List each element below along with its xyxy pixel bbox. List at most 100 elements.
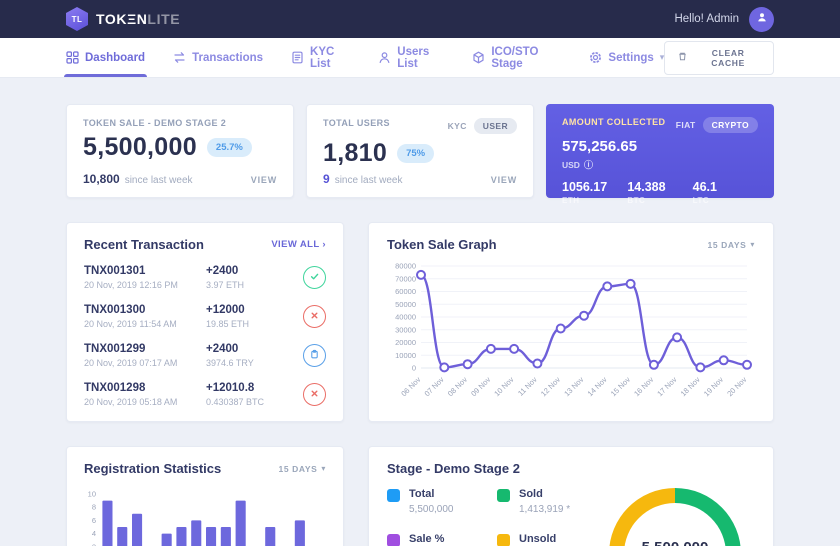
kyc-doc-icon — [291, 51, 304, 64]
transaction-datetime: 20 Nov, 2019 05:18 AM — [84, 397, 178, 407]
crypto-eth: 1056.17 ETH — [562, 180, 608, 205]
transaction-converted: 19.85 ETH — [206, 319, 250, 329]
transaction-status-pending — [303, 344, 326, 367]
nav-item-kyc-list[interactable]: KYC List — [291, 38, 350, 77]
clear-cache-button[interactable]: CLEAR CACHE — [664, 40, 774, 75]
row-transactions-graph: Recent Transaction VIEW ALL › TNX001301 2… — [66, 222, 774, 422]
transaction-amount: +12010.8 — [206, 382, 255, 394]
chevron-down-icon: ▾ — [659, 52, 665, 62]
legend-swatch-sold — [497, 489, 510, 502]
toggle-fiat[interactable]: FIAT — [675, 120, 696, 130]
stage-summary-title: Stage - Demo Stage 2 — [387, 461, 520, 476]
svg-text:30000: 30000 — [395, 325, 416, 334]
transaction-row[interactable]: TNX001298 20 Nov, 2019 05:18 AM +12010.8 0.… — [84, 375, 326, 414]
total-users-view-link[interactable]: VIEW — [490, 175, 517, 185]
transaction-id: TNX001301 — [84, 265, 146, 277]
total-users-label: TOTAL USERS — [323, 118, 390, 128]
toggle-user[interactable]: USER — [473, 118, 517, 134]
svg-text:80000: 80000 — [395, 262, 416, 271]
toggle-crypto[interactable]: CRYPTO — [702, 117, 758, 133]
donut-center: 5,500,000 TLE — [609, 488, 741, 546]
view-all-chevron-icon: › — [322, 239, 326, 250]
registration-range-dropdown[interactable]: 15 DAYS ▾ — [278, 463, 326, 474]
brand-hexagon-icon: TL — [66, 7, 88, 31]
svg-text:50000: 50000 — [395, 300, 416, 309]
graph-range-dropdown[interactable]: 15 DAYS ▾ — [707, 239, 755, 250]
stage-legend: Total 5,500,000 Sold 1,413,919 * Sale % … — [387, 488, 595, 546]
dashboard-content: TOKEN SALE - DEMO STAGE 2 5,500,000 25.7… — [0, 78, 840, 546]
token-sale-graph-card: Token Sale Graph 15 DAYS ▾ 0 10000 20000 300… — [368, 222, 774, 422]
brand-logo[interactable]: TL TOKΞNLITE — [66, 7, 180, 31]
kyc-user-toggle: KYC USER — [448, 118, 517, 134]
svg-text:14 Nov: 14 Nov — [586, 375, 609, 398]
transaction-amount: +2400 — [206, 343, 239, 355]
svg-text:19 Nov: 19 Nov — [702, 375, 725, 398]
svg-text:8: 8 — [92, 503, 96, 512]
brand-name: TOKΞNLITE — [96, 11, 181, 27]
recent-transactions-card: Recent Transaction VIEW ALL › TNX001301 2… — [66, 222, 344, 422]
topbar: TL TOKΞNLITE Hello! Admin — [0, 0, 840, 38]
chevron-down-icon: ▾ — [750, 240, 755, 249]
total-users-delta-caption: since last week — [334, 175, 403, 186]
amount-collected-label: AMOUNT COLLECTED — [562, 117, 666, 127]
cross-icon — [309, 308, 320, 326]
transaction-datetime: 20 Nov, 2019 11:54 AM — [84, 319, 177, 329]
token-sale-line-chart: 0 10000 20000 30000 40000 50000 60000 70000 8000… — [395, 262, 752, 398]
brand-monogram: TL — [71, 14, 83, 24]
avatar[interactable] — [749, 6, 774, 32]
svg-text:10 Nov: 10 Nov — [492, 375, 515, 398]
transaction-id: TNX001300 — [84, 304, 146, 316]
crypto-amounts: 1056.17 ETH 14.388 BTC 46.1 LTC — [562, 180, 758, 205]
transaction-amount: +2400 — [206, 265, 239, 277]
crypto-ltc: 46.1 LTC — [692, 180, 717, 205]
nav-item-dashboard[interactable]: Dashboard — [63, 38, 148, 77]
svg-text:20000: 20000 — [395, 338, 416, 347]
svg-text:08 Nov: 08 Nov — [446, 375, 469, 398]
svg-text:0: 0 — [412, 364, 416, 373]
svg-text:12 Nov: 12 Nov — [539, 375, 562, 398]
transaction-row[interactable]: TNX001300 20 Nov, 2019 11:54 AM +12000 19.8… — [84, 297, 326, 336]
nav-item-ico-sto-stage[interactable]: ICO/STO Stage — [472, 38, 561, 77]
topbar-right: Hello! Admin — [674, 6, 774, 32]
toggle-kyc[interactable]: KYC — [447, 121, 467, 131]
svg-text:70000: 70000 — [395, 274, 416, 283]
chevron-down-icon: ▾ — [321, 464, 326, 473]
legend-item-sale-percent: Sale % 25.7% Sold — [387, 533, 485, 546]
transaction-datetime: 20 Nov, 2019 07:17 AM — [84, 358, 178, 368]
svg-text:17 Nov: 17 Nov — [655, 375, 678, 398]
transaction-status-approved — [303, 266, 326, 289]
svg-text:60000: 60000 — [395, 287, 416, 296]
svg-text:4: 4 — [92, 529, 96, 538]
stage-donut-chart: 5,500,000 TLE — [609, 488, 741, 546]
total-users-delta: 9 — [323, 172, 330, 186]
transaction-row[interactable]: TNX001301 20 Nov, 2019 12:16 PM +2400 3.97 … — [84, 258, 326, 297]
legend-swatch-unsold — [497, 534, 510, 546]
transaction-row[interactable]: TNX001299 20 Nov, 2019 07:17 AM +2400 3974.… — [84, 336, 326, 375]
transaction-converted: 3.97 ETH — [206, 280, 245, 290]
registration-statistics-title: Registration Statistics — [84, 461, 222, 476]
view-all-link[interactable]: VIEW ALL › — [271, 239, 326, 250]
person-icon — [755, 10, 769, 29]
nav-item-users-list[interactable]: Users List — [378, 38, 444, 77]
main-nav: Dashboard Transactions KYC List Users List I… — [0, 38, 840, 78]
token-sale-card: TOKEN SALE - DEMO STAGE 2 5,500,000 25.7… — [66, 104, 294, 198]
amount-collected-card: AMOUNT COLLECTED FIAT CRYPTO 575,256.65 … — [546, 104, 774, 205]
nav-item-transactions[interactable]: Transactions — [173, 38, 263, 77]
nav-item-settings[interactable]: Settings ▾ — [589, 38, 664, 77]
svg-text:10000: 10000 — [395, 351, 416, 360]
gear-icon — [589, 51, 602, 64]
transaction-datetime: 20 Nov, 2019 12:16 PM — [84, 280, 178, 290]
user-icon — [378, 51, 391, 64]
token-sale-value: 5,500,000 — [83, 133, 197, 161]
legend-item-sold: Sold 1,413,919 * — [497, 488, 595, 515]
registration-bar-chart: 1086420 — [88, 490, 305, 546]
svg-text:15 Nov: 15 Nov — [609, 375, 632, 398]
fiat-currency: USD — [562, 159, 580, 170]
legend-swatch-total — [387, 489, 400, 502]
fiat-amount: 575,256.65 — [562, 138, 638, 155]
token-sale-label: TOKEN SALE - DEMO STAGE 2 — [83, 118, 227, 128]
svg-text:09 Nov: 09 Nov — [469, 375, 492, 398]
greeting-text: Hello! Admin — [674, 13, 739, 25]
transaction-converted: 0.430387 BTC — [206, 397, 265, 407]
token-sale-view-link[interactable]: VIEW — [250, 175, 277, 185]
